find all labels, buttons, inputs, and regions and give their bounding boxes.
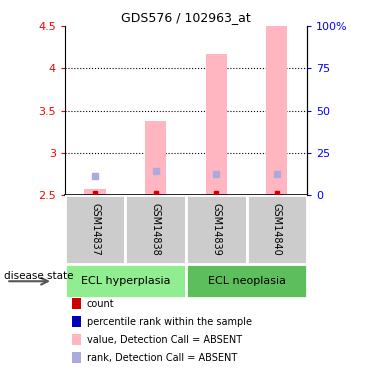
Text: GSM14838: GSM14838 <box>151 203 161 256</box>
Text: GSM14837: GSM14837 <box>90 203 100 256</box>
Bar <box>65 195 125 264</box>
Bar <box>266 26 287 195</box>
Text: GSM14839: GSM14839 <box>211 203 221 256</box>
Text: value, Detection Call = ABSENT: value, Detection Call = ABSENT <box>87 335 242 345</box>
Bar <box>125 195 186 264</box>
Bar <box>145 121 166 195</box>
Text: rank, Detection Call = ABSENT: rank, Detection Call = ABSENT <box>87 353 237 363</box>
Text: ECL hyperplasia: ECL hyperplasia <box>81 276 170 286</box>
Text: ECL neoplasia: ECL neoplasia <box>208 276 286 286</box>
Bar <box>206 54 227 195</box>
Bar <box>186 195 246 264</box>
Title: GDS576 / 102963_at: GDS576 / 102963_at <box>121 11 251 24</box>
Text: percentile rank within the sample: percentile rank within the sample <box>87 317 252 327</box>
Text: disease state: disease state <box>4 271 73 280</box>
Text: count: count <box>87 299 115 309</box>
Bar <box>186 264 307 298</box>
Bar <box>246 195 307 264</box>
Text: GSM14840: GSM14840 <box>272 203 282 256</box>
Bar <box>84 189 106 195</box>
Bar <box>65 264 186 298</box>
